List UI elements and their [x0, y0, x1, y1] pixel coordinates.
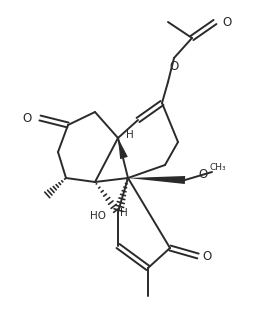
Text: H: H: [126, 130, 134, 140]
Polygon shape: [128, 176, 185, 184]
Text: O: O: [169, 60, 179, 73]
Text: O: O: [222, 16, 231, 29]
Text: O: O: [202, 250, 211, 262]
Text: CH₃: CH₃: [210, 163, 227, 172]
Polygon shape: [118, 138, 128, 159]
Text: O: O: [198, 168, 207, 181]
Text: HO: HO: [90, 211, 106, 221]
Text: O: O: [23, 112, 32, 125]
Text: H: H: [120, 208, 128, 218]
